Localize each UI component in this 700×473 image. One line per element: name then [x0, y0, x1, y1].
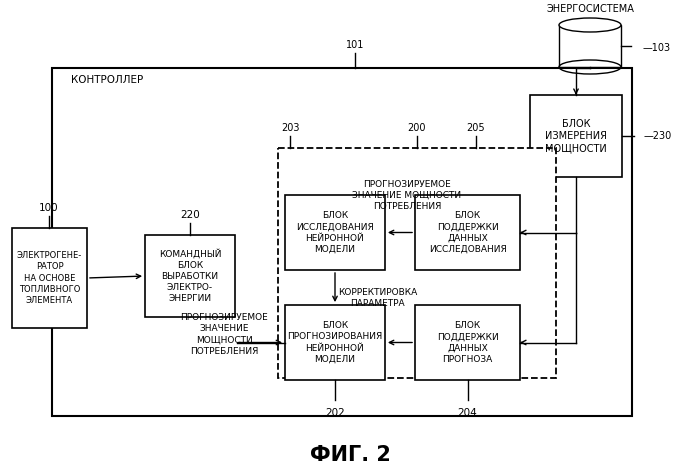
Text: ПРОГНОЗИРУЕМОЕ
ЗНАЧЕНИЕ МОЩНОСТИ
ПОТРЕБЛЕНИЯ: ПРОГНОЗИРУЕМОЕ ЗНАЧЕНИЕ МОЩНОСТИ ПОТРЕБЛ… — [352, 180, 461, 211]
Text: 101: 101 — [346, 40, 364, 50]
Bar — [145, 235, 235, 317]
Text: ЭНЕРГОСИСТЕМА: ЭНЕРГОСИСТЕМА — [546, 4, 634, 14]
Bar — [559, 25, 621, 67]
Bar — [285, 305, 385, 380]
Text: БЛОК
ИЗМЕРЕНИЯ
МОЩНОСТИ: БЛОК ИЗМЕРЕНИЯ МОЩНОСТИ — [545, 119, 607, 153]
Text: 220: 220 — [180, 210, 200, 220]
Text: КОНТРОЛЛЕР: КОНТРОЛЛЕР — [71, 75, 143, 85]
Text: 202: 202 — [325, 408, 345, 418]
Text: —103: —103 — [643, 43, 671, 53]
Text: 200: 200 — [407, 123, 426, 133]
Bar — [530, 95, 622, 177]
Text: БЛОК
ПОДДЕРЖКИ
ДАННЫХ
ИССЛЕДОВАНИЯ: БЛОК ПОДДЕРЖКИ ДАННЫХ ИССЛЕДОВАНИЯ — [428, 211, 506, 254]
Text: —230: —230 — [644, 131, 672, 141]
Text: 100: 100 — [39, 203, 59, 213]
Bar — [285, 195, 385, 270]
Text: ПРОГНОЗИРУЕМОЕ
ЗНАЧЕНИЕ
МОЩНОСТИ
ПОТРЕБЛЕНИЯ: ПРОГНОЗИРУЕМОЕ ЗНАЧЕНИЕ МОЩНОСТИ ПОТРЕБЛ… — [181, 313, 268, 356]
Text: БЛОК
ИССЛЕДОВАНИЯ
НЕЙРОННОЙ
МОДЕЛИ: БЛОК ИССЛЕДОВАНИЯ НЕЙРОННОЙ МОДЕЛИ — [296, 211, 374, 254]
Text: 205: 205 — [467, 123, 485, 133]
Text: КОМАНДНЫЙ
БЛОК
ВЫРАБОТКИ
ЭЛЕКТРО-
ЭНЕРГИИ: КОМАНДНЫЙ БЛОК ВЫРАБОТКИ ЭЛЕКТРО- ЭНЕРГИ… — [159, 249, 221, 303]
Text: КОРРЕКТИРОВКА
ПАРАМЕТРА: КОРРЕКТИРОВКА ПАРАМЕТРА — [338, 288, 417, 308]
Bar — [415, 195, 520, 270]
Text: ФИГ. 2: ФИГ. 2 — [309, 445, 391, 465]
Text: 204: 204 — [458, 408, 477, 418]
Text: ЭЛЕКТРОГЕНЕ-
РАТОР
НА ОСНОВЕ
ТОПЛИВНОГО
ЭЛЕМЕНТА: ЭЛЕКТРОГЕНЕ- РАТОР НА ОСНОВЕ ТОПЛИВНОГО … — [17, 251, 82, 305]
Bar — [52, 68, 632, 416]
Ellipse shape — [559, 18, 621, 32]
Bar — [415, 305, 520, 380]
Text: БЛОК
ПРОГНОЗИРОВАНИЯ
НЕЙРОННОЙ
МОДЕЛИ: БЛОК ПРОГНОЗИРОВАНИЯ НЕЙРОННОЙ МОДЕЛИ — [288, 321, 383, 364]
Text: БЛОК
ПОДДЕРЖКИ
ДАННЫХ
ПРОГНОЗА: БЛОК ПОДДЕРЖКИ ДАННЫХ ПРОГНОЗА — [437, 321, 498, 364]
Bar — [278, 148, 556, 378]
Text: 203: 203 — [281, 123, 300, 133]
Bar — [12, 228, 87, 328]
